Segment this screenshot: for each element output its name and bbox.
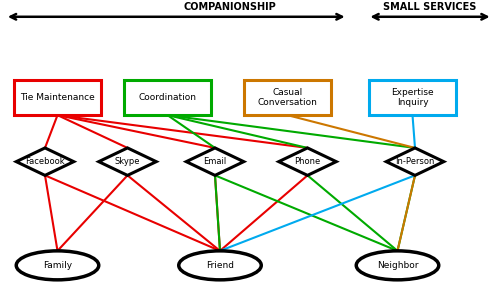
Text: In-Person: In-Person [396,157,434,166]
Polygon shape [99,148,156,175]
Text: Casual
Conversation: Casual Conversation [258,88,318,107]
Text: Neighbor: Neighbor [377,261,418,270]
Text: Friend: Friend [206,261,234,270]
Ellipse shape [16,251,99,280]
Bar [368,80,456,115]
Text: Coordination: Coordination [138,93,196,102]
Text: Family: Family [43,261,72,270]
Polygon shape [16,148,74,175]
Text: Tie Maintenance: Tie Maintenance [20,93,95,102]
Bar [124,80,211,115]
Text: SMALL SERVICES: SMALL SERVICES [384,2,476,12]
Ellipse shape [179,251,261,280]
Text: Expertise
Inquiry: Expertise Inquiry [391,88,434,107]
Text: Email: Email [204,157,227,166]
Text: COMPANIONSHIP: COMPANIONSHIP [184,2,276,12]
Text: Phone: Phone [294,157,320,166]
Bar [244,80,331,115]
Ellipse shape [356,251,439,280]
Text: Facebook: Facebook [25,157,65,166]
Polygon shape [386,148,444,175]
Polygon shape [279,148,336,175]
Polygon shape [186,148,244,175]
Text: Skype: Skype [115,157,140,166]
Bar [14,80,101,115]
